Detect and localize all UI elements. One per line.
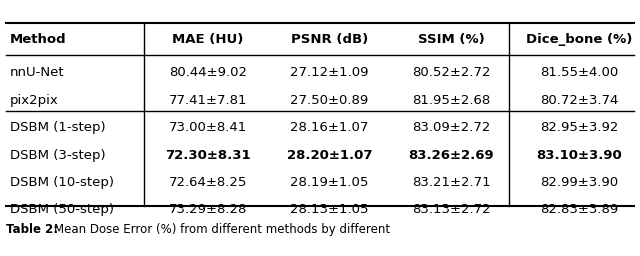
Text: 28.19±1.05: 28.19±1.05 — [291, 176, 369, 189]
Text: 80.44±9.02: 80.44±9.02 — [169, 67, 247, 79]
Text: Mean Dose Error (%) from different methods by different: Mean Dose Error (%) from different metho… — [54, 223, 390, 236]
Text: pix2pix: pix2pix — [10, 94, 58, 107]
Text: Table 2:: Table 2: — [6, 223, 58, 236]
Text: 83.21±2.71: 83.21±2.71 — [412, 176, 490, 189]
Text: 73.29±8.28: 73.29±8.28 — [169, 204, 247, 216]
Text: 27.12±1.09: 27.12±1.09 — [291, 67, 369, 79]
Text: 72.64±8.25: 72.64±8.25 — [169, 176, 247, 189]
Text: Dice_bone (%): Dice_bone (%) — [526, 33, 632, 46]
Text: 28.16±1.07: 28.16±1.07 — [291, 121, 369, 134]
Text: DSBM (1-step): DSBM (1-step) — [10, 121, 105, 134]
Text: 80.72±3.74: 80.72±3.74 — [540, 94, 618, 107]
Text: 80.52±2.72: 80.52±2.72 — [412, 67, 490, 79]
Text: 83.13±2.72: 83.13±2.72 — [412, 204, 490, 216]
Text: 28.20±1.07: 28.20±1.07 — [287, 149, 372, 162]
Text: 83.09±2.72: 83.09±2.72 — [412, 121, 490, 134]
Text: MAE (HU): MAE (HU) — [172, 33, 244, 46]
Text: 72.30±8.31: 72.30±8.31 — [165, 149, 251, 162]
Text: DSBM (50-step): DSBM (50-step) — [10, 204, 114, 216]
Text: PSNR (dB): PSNR (dB) — [291, 33, 368, 46]
Text: 82.95±3.92: 82.95±3.92 — [540, 121, 618, 134]
Text: 82.83±3.89: 82.83±3.89 — [540, 204, 618, 216]
Text: 82.99±3.90: 82.99±3.90 — [540, 176, 618, 189]
Text: 77.41±7.81: 77.41±7.81 — [169, 94, 247, 107]
Text: 83.10±3.90: 83.10±3.90 — [536, 149, 622, 162]
Text: DSBM (3-step): DSBM (3-step) — [10, 149, 105, 162]
Text: 83.26±2.69: 83.26±2.69 — [408, 149, 494, 162]
Text: Method: Method — [10, 33, 66, 46]
Text: 73.00±8.41: 73.00±8.41 — [169, 121, 247, 134]
Text: 28.13±1.05: 28.13±1.05 — [291, 204, 369, 216]
Text: 81.55±4.00: 81.55±4.00 — [540, 67, 618, 79]
Text: DSBM (10-step): DSBM (10-step) — [10, 176, 114, 189]
Text: 81.95±2.68: 81.95±2.68 — [412, 94, 490, 107]
Text: SSIM (%): SSIM (%) — [418, 33, 484, 46]
Text: 27.50±0.89: 27.50±0.89 — [291, 94, 369, 107]
Text: nnU-Net: nnU-Net — [10, 67, 64, 79]
